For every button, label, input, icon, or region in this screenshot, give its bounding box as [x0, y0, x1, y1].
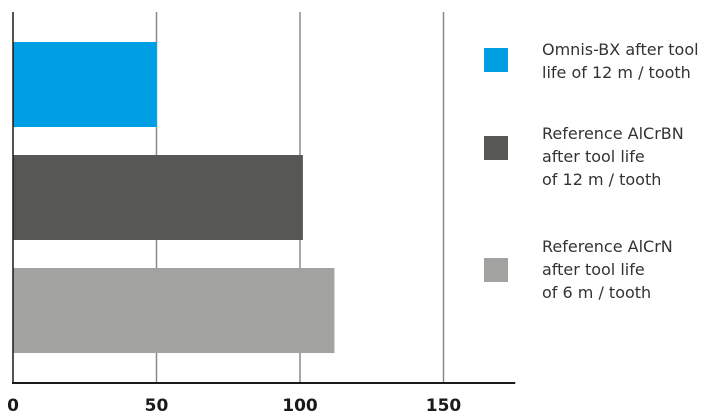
legend-label-omnis-bx: Omnis-BX after tool life of 12 m / tooth — [542, 40, 699, 82]
legend-label-reference-alcrbn: Reference AlCrBN after tool life of 12 m… — [542, 124, 684, 189]
x-tick-label-100: 100 — [282, 396, 318, 414]
x-tick-label-150: 150 — [426, 396, 462, 414]
legend: Omnis-BX after tool life of 12 m / tooth… — [484, 0, 723, 414]
legend-swatch-omnis-bx — [484, 48, 508, 72]
axes — [12, 12, 516, 384]
x-tick-label-0: 0 — [7, 396, 19, 414]
x-tick-labels: 0 50 100 150 — [7, 396, 461, 414]
bar-omnis-bx — [13, 42, 157, 127]
legend-swatch-reference-alcrbn — [484, 136, 508, 160]
legend-swatch-reference-alcrn — [484, 258, 508, 282]
x-tick-label-50: 50 — [145, 396, 169, 414]
legend-label-reference-alcrn: Reference AlCrN after tool life of 6 m /… — [542, 237, 673, 302]
bar-reference-alcrn — [13, 268, 335, 353]
bar-reference-alcrbn — [13, 155, 303, 240]
bars — [13, 42, 335, 353]
